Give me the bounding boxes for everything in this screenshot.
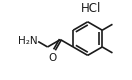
Text: H₂N: H₂N: [18, 36, 37, 46]
Text: HCl: HCl: [81, 2, 101, 14]
Text: O: O: [48, 53, 57, 63]
